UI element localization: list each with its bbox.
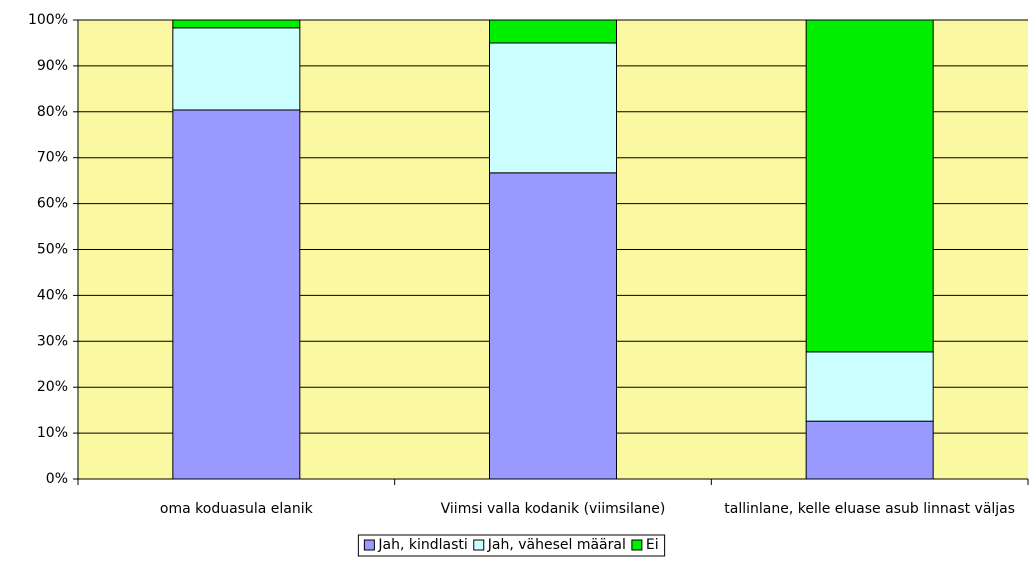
bar-segment bbox=[489, 19, 617, 44]
legend-swatch bbox=[631, 539, 643, 551]
legend-label: Jah, vähesel määral bbox=[487, 537, 626, 553]
bar-segment bbox=[805, 19, 934, 353]
y-tick-label: 80% bbox=[37, 104, 68, 120]
y-tick-label: 20% bbox=[37, 379, 68, 395]
x-tick-label: oma koduasula elanik bbox=[160, 501, 314, 517]
y-tick-label: 90% bbox=[37, 58, 68, 74]
y-tick-label: 50% bbox=[37, 242, 68, 258]
bar-segment bbox=[805, 420, 934, 480]
bar-segment bbox=[489, 42, 617, 174]
y-tick-label: 30% bbox=[37, 333, 68, 349]
y-tick-label: 40% bbox=[37, 287, 68, 303]
bar-segment bbox=[172, 19, 301, 29]
y-tick-label: 0% bbox=[46, 471, 68, 487]
y-tick-label: 70% bbox=[37, 150, 68, 166]
legend: Jah, kindlasti Jah, vähesel määral Ei bbox=[357, 534, 666, 557]
bar-segment bbox=[172, 109, 301, 480]
legend-box bbox=[357, 534, 666, 557]
bar-segment bbox=[805, 351, 934, 422]
x-tick-label: Viimsi valla kodanik (viimsilane) bbox=[441, 501, 666, 517]
bar-segment bbox=[172, 27, 301, 111]
legend-swatch bbox=[363, 539, 375, 551]
legend-label: Jah, kindlasti bbox=[377, 537, 467, 553]
legend-swatch bbox=[473, 539, 485, 551]
bar-segment bbox=[489, 172, 617, 480]
legend-label: Ei bbox=[646, 537, 659, 553]
y-tick-label: 100% bbox=[28, 12, 68, 28]
y-tick-label: 10% bbox=[37, 425, 68, 441]
y-tick-label: 60% bbox=[37, 196, 68, 212]
x-tick-label: tallinlane, kelle eluase asub linnast vä… bbox=[724, 501, 1015, 517]
